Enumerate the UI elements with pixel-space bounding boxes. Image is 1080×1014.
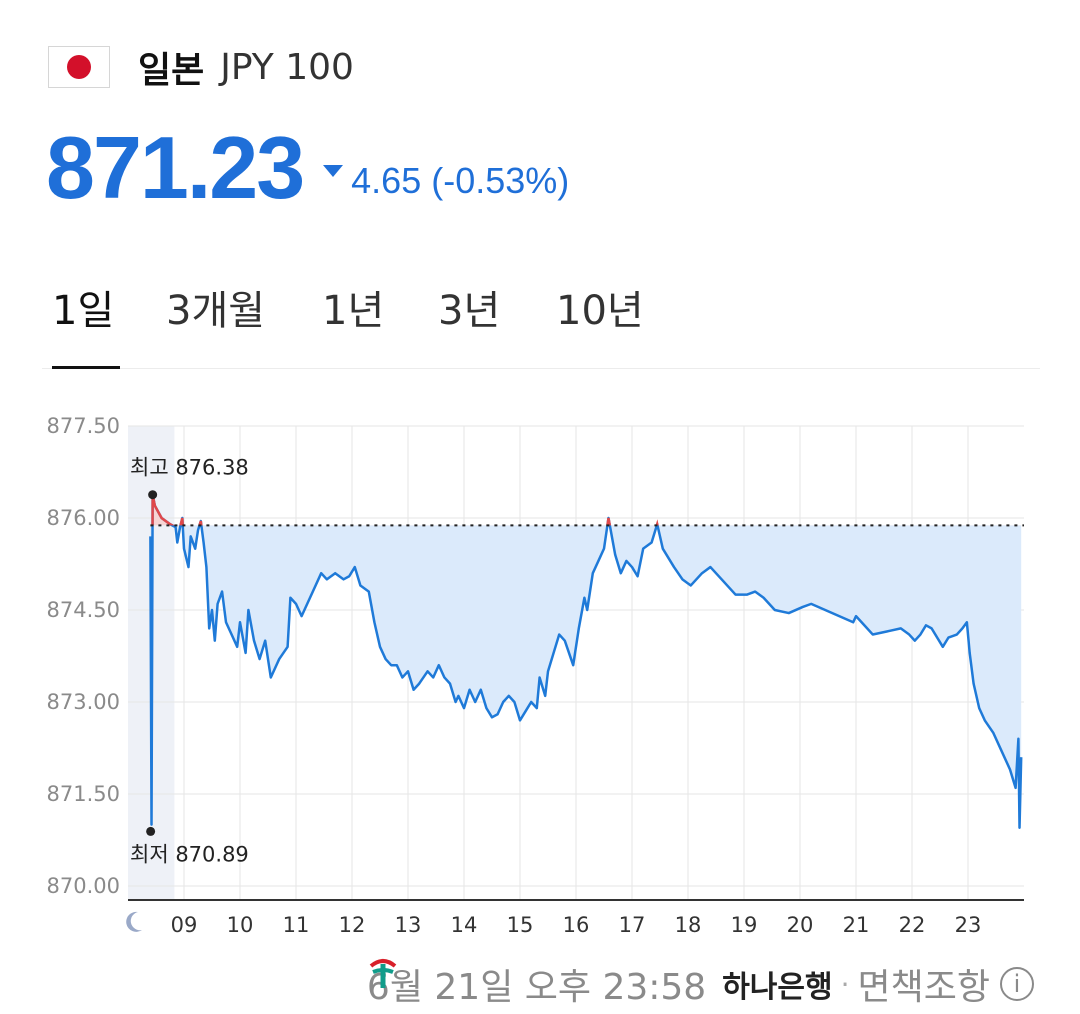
period-tabs: 1일 3개월 1년 3년 10년	[42, 278, 1040, 369]
country-name: 일본	[138, 50, 205, 91]
x-tick-label: 23	[955, 913, 982, 937]
low-label: 최저 870.89	[130, 842, 249, 866]
x-tick-label: 15	[507, 913, 534, 937]
tab-1year[interactable]: 1년	[322, 288, 385, 334]
price-row: 871.23 4.65 (-0.53%)	[46, 118, 569, 218]
x-tick-label: 09	[171, 913, 198, 937]
currency-code: JPY 100	[220, 46, 354, 88]
bank-name: 하나은행	[722, 970, 833, 1005]
disclaimer-link[interactable]: 면책조항	[857, 967, 990, 1008]
price-line	[149, 493, 1023, 829]
moon-icon	[126, 911, 142, 932]
hana-bank-logo-icon	[369, 959, 397, 988]
x-tick-label: 16	[563, 913, 590, 937]
x-tick-label: 11	[283, 913, 310, 937]
y-tick-label: 876.00	[47, 506, 120, 530]
y-tick-label: 873.00	[47, 690, 120, 714]
bank-attribution: 하나은행	[369, 959, 833, 1006]
info-icon[interactable]: i	[1000, 967, 1034, 1001]
tab-3months[interactable]: 3개월	[166, 288, 266, 334]
high-marker	[148, 490, 158, 500]
high-label: 최고 876.38	[130, 456, 249, 480]
price-change: 4.65 (-0.53%)	[323, 160, 569, 202]
x-tick-label: 12	[339, 913, 366, 937]
area-fill	[150, 494, 1022, 828]
down-arrow-icon	[323, 165, 344, 177]
footer-separator: ·	[840, 967, 850, 1001]
tab-10years[interactable]: 10년	[556, 288, 644, 334]
change-value: 4.65 (-0.53%)	[351, 160, 570, 201]
currency-header: 일본 JPY 100	[48, 42, 354, 92]
timestamp: 6월 21일 오후 23:58	[366, 967, 707, 1008]
x-tick-label: 20	[787, 913, 814, 937]
x-tick-label: 19	[731, 913, 758, 937]
y-tick-label: 877.50	[47, 414, 120, 438]
x-tick-label: 13	[395, 913, 422, 937]
x-tick-label: 14	[451, 913, 478, 937]
japan-flag-icon	[48, 46, 110, 88]
x-tick-label: 18	[675, 913, 702, 937]
y-tick-label: 870.00	[47, 874, 120, 898]
tab-1day[interactable]: 1일	[52, 278, 120, 369]
y-tick-label: 874.50	[47, 598, 120, 622]
x-tick-label: 10	[227, 913, 254, 937]
y-tick-label: 871.50	[47, 782, 120, 806]
current-price: 871.23	[46, 118, 305, 217]
low-marker	[146, 826, 156, 836]
tab-3years[interactable]: 3년	[438, 288, 501, 334]
chart-footer: 6월 21일 오후 23:58 하나은행 · 면책조항 i	[367, 954, 1034, 1014]
x-tick-label: 22	[899, 913, 926, 937]
x-tick-label: 21	[843, 913, 870, 937]
x-tick-label: 17	[619, 913, 646, 937]
